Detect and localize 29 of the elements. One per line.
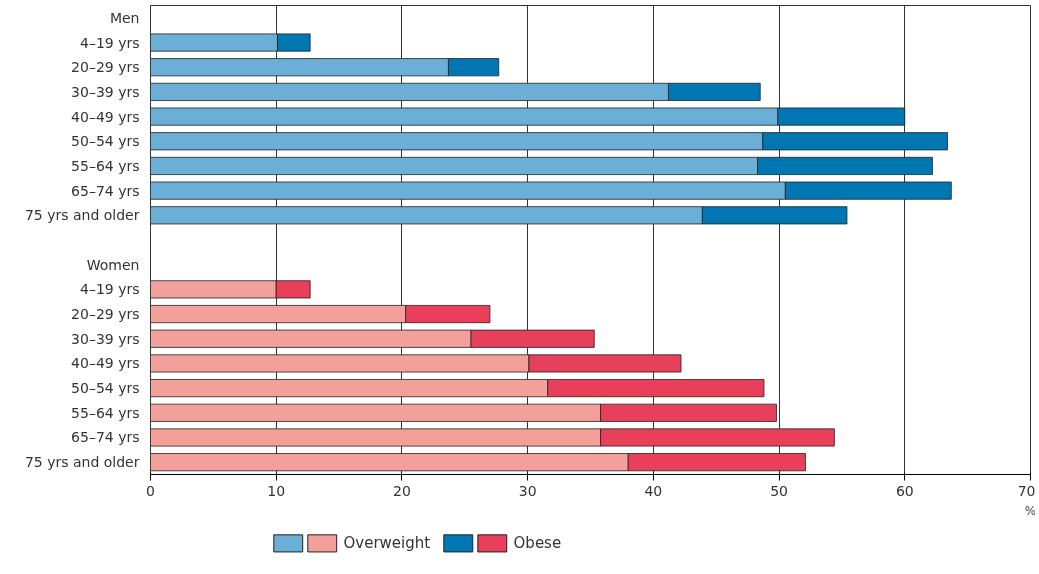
y-tick-label: Women: [86, 256, 140, 273]
x-tick-label: 70: [1017, 482, 1036, 499]
x-tick-label: 30: [518, 482, 537, 499]
y-tick-label: 40–49 yrs: [71, 355, 140, 372]
x-tick-label: 0: [146, 482, 155, 499]
y-tick-label: 50–54 yrs: [71, 133, 140, 150]
y-tick-label: 75 yrs and older: [24, 454, 140, 471]
x-axis-title: %: [1024, 503, 1037, 518]
y-tick-label: 55–64 yrs: [71, 404, 140, 421]
y-tick-label: 30–39 yrs: [71, 330, 140, 347]
y-tick-label: 20–29 yrs: [71, 306, 140, 323]
y-tick-label: Men: [109, 9, 140, 26]
y-tick-label: 20–29 yrs: [71, 59, 140, 76]
x-tick-label: 40: [644, 482, 663, 499]
x-tick-label: 20: [393, 482, 411, 499]
y-tick-label: 4–19 yrs: [79, 281, 140, 298]
y-tick-label: 75 yrs and older: [24, 207, 140, 224]
y-tick-label: 55–64 yrs: [71, 157, 140, 174]
x-tick-label: 50: [770, 482, 788, 499]
x-tick-label: 10: [267, 482, 286, 499]
y-tick-label: 40–49 yrs: [71, 108, 140, 125]
y-tick-label: 50–54 yrs: [71, 380, 140, 397]
y-tick-label: 65–74 yrs: [71, 429, 140, 446]
y-tick-label: 65–74 yrs: [71, 182, 140, 199]
y-tick-label: 30–39 yrs: [71, 83, 140, 100]
legend-label: Overweight: [343, 534, 431, 553]
x-tick-label: 60: [895, 482, 914, 499]
legend-label: Obese: [513, 534, 562, 553]
y-tick-label: 4–19 yrs: [79, 34, 140, 51]
